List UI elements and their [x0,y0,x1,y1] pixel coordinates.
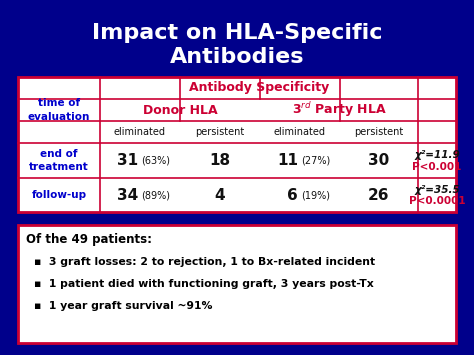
Text: ▪  1 year graft survival ~91%: ▪ 1 year graft survival ~91% [34,301,212,311]
Text: 31: 31 [117,153,138,168]
Text: Antibody Specificity: Antibody Specificity [189,82,329,94]
Text: Impact on HLA-Specific: Impact on HLA-Specific [92,23,382,43]
Text: eliminated: eliminated [274,127,326,137]
Text: 6: 6 [287,187,298,202]
Text: (27%): (27%) [301,155,330,165]
Text: follow-up: follow-up [31,190,87,200]
Text: (89%): (89%) [141,190,170,200]
Text: 34: 34 [117,187,138,202]
Text: 11: 11 [277,153,298,168]
Text: ▪  1 patient died with functioning graft, 3 years post-Tx: ▪ 1 patient died with functioning graft,… [34,279,374,289]
FancyBboxPatch shape [18,225,456,343]
Text: end of
treatment: end of treatment [29,149,89,172]
Text: χ²=11.9: χ²=11.9 [414,151,460,160]
Text: 18: 18 [210,153,230,168]
Text: Antibodies: Antibodies [170,47,304,67]
Text: χ²=35.5: χ²=35.5 [414,185,460,195]
Text: P<0.001: P<0.001 [412,162,462,171]
Text: 4: 4 [215,187,225,202]
FancyBboxPatch shape [18,77,456,212]
Text: 26: 26 [368,187,390,202]
Text: ▪  3 graft losses: 2 to rejection, 1 to Bx-related incident: ▪ 3 graft losses: 2 to rejection, 1 to B… [34,257,375,267]
Text: persistent: persistent [355,127,404,137]
Text: eliminated: eliminated [114,127,166,137]
Text: Donor HLA: Donor HLA [143,104,217,116]
Text: (19%): (19%) [301,190,330,200]
Text: 3$^{rd}$ Party HLA: 3$^{rd}$ Party HLA [292,100,386,119]
Text: (63%): (63%) [141,155,170,165]
Text: 30: 30 [368,153,390,168]
Text: time of
evaluation: time of evaluation [28,98,90,122]
Text: Of the 49 patients:: Of the 49 patients: [26,234,152,246]
Text: persistent: persistent [195,127,245,137]
Text: P<0.0001: P<0.0001 [409,196,465,206]
